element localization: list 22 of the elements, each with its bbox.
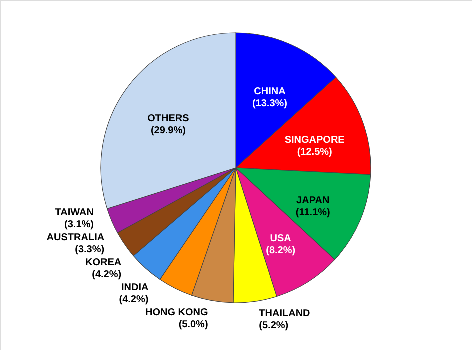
slice-label: USA (270, 234, 292, 245)
slice-label: INDIA (121, 282, 149, 294)
slice-label: TAIWAN (55, 208, 94, 219)
data-label: (4.2%) (92, 270, 122, 281)
slice-label: HONG KONG (145, 308, 208, 319)
data-label: (13.3%) (252, 98, 288, 110)
slice-label: SINGAPORE (284, 134, 346, 146)
data-label: (3.1%) (64, 220, 94, 231)
slice-label: CHINA (254, 86, 286, 98)
data-label: (4.2%) (119, 294, 149, 306)
data-label: (3.3%) (75, 244, 105, 256)
slice-label: KOREA (85, 258, 122, 269)
slice-label: JAPAN (296, 196, 330, 207)
data-label: (11.1%) (296, 208, 330, 219)
slice-label: OTHERS (148, 114, 190, 125)
data-label: (12.5%) (297, 146, 332, 158)
slice-label: AUSTRALIA (46, 232, 105, 244)
data-label: (29.9%) (150, 126, 186, 137)
data-label: (5.0%) (178, 320, 208, 331)
data-label: (8.2%) (266, 246, 296, 257)
data-label: (5.2%) (259, 320, 289, 332)
slice-label: THAILAND (259, 308, 310, 320)
